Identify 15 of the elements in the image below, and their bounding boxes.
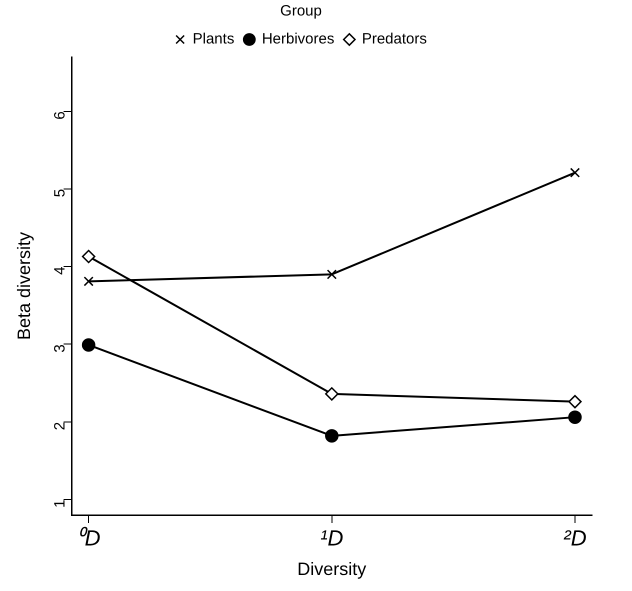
- y-tick-label: 1: [52, 499, 69, 508]
- legend-label: Predators: [362, 30, 427, 48]
- legend-title: Group: [280, 2, 322, 20]
- x-tick-label: ⁰D: [76, 525, 101, 550]
- x-tick-label: ¹D: [320, 525, 344, 550]
- x-tick-label: ²D: [563, 525, 587, 550]
- y-tick-label: 4: [52, 266, 69, 275]
- y-tick-label: 5: [52, 188, 69, 198]
- legend-label: Herbivores: [262, 30, 334, 48]
- legend-label: Plants: [192, 30, 234, 48]
- y-tick-label: 3: [52, 344, 69, 353]
- y-axis-title: Beta diversity: [14, 232, 34, 340]
- y-tick-label: 2: [52, 422, 69, 430]
- x-axis-title: Diversity: [297, 559, 366, 580]
- y-tick-label: 6: [52, 111, 69, 120]
